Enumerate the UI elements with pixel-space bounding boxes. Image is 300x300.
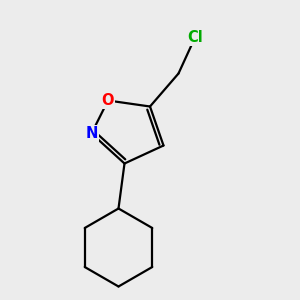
Text: N: N — [85, 126, 98, 141]
Text: Cl: Cl — [187, 30, 203, 45]
Text: O: O — [102, 93, 114, 108]
